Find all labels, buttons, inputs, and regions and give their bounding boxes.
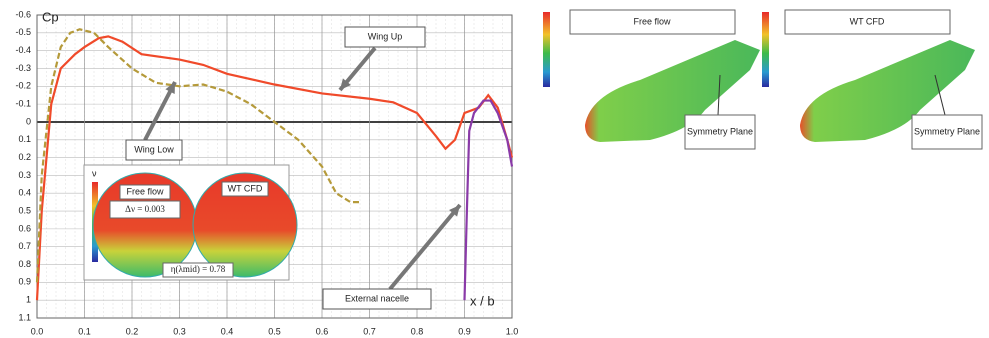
y-tick-label: 1.1: [18, 312, 31, 322]
y-tick-label: 0.2: [18, 152, 31, 162]
series-label: External nacelle: [345, 293, 409, 303]
y-tick-label: -0.6: [15, 9, 31, 19]
inset: ν Free flow WT CFD Δν = 0.003 η(λmid) = …: [84, 165, 297, 280]
inset-eta: η(λmid) = 0.78: [171, 264, 226, 274]
x-tick-label: 0.1: [78, 326, 91, 336]
x-axis-label: x / b: [470, 293, 495, 308]
inset-symbol: ν: [92, 168, 97, 178]
x-tick-label: 1.0: [506, 326, 519, 336]
y-tick-label: 0.3: [18, 170, 31, 180]
x-tick-label: 0.3: [173, 326, 186, 336]
y-tick-label: 0.9: [18, 277, 31, 287]
series-label: Wing Low: [134, 144, 174, 154]
y-tick-label: -0.3: [15, 63, 31, 73]
y-tick-label: -0.5: [15, 27, 31, 37]
panel-note: Symmetry Plane: [914, 126, 980, 136]
y-tick-label: -0.2: [15, 81, 31, 91]
y-tick-label: 0: [26, 116, 31, 126]
x-tick-label: 0.0: [31, 326, 44, 336]
inset-right-label: WT CFD: [228, 183, 263, 193]
y-tick-label: 1: [26, 295, 31, 305]
x-tick-label: 0.8: [411, 326, 424, 336]
inset-delta: Δν = 0.003: [125, 204, 165, 214]
x-tick-label: 0.9: [458, 326, 471, 336]
y-tick-label: -0.1: [15, 98, 31, 108]
panel-note: Symmetry Plane: [687, 126, 753, 136]
panel-title: WT CFD: [850, 16, 885, 26]
panel: WT CFD Symmetry Plane: [762, 10, 982, 149]
x-tick-label: 0.2: [126, 326, 139, 336]
y-tick-label: 0.6: [18, 223, 31, 233]
x-tick-label: 0.5: [268, 326, 281, 336]
figure: -0.6 -0.5 -0.4 -0.3 -0.2 -0.1 0 0.1 0.2 0.3 0.4 0.5…: [0, 0, 989, 338]
colorbar: [762, 12, 769, 87]
panel: Free flow Symmetry Plane: [543, 10, 760, 149]
series-label: Wing Up: [368, 31, 403, 41]
y-tick-label: 0.5: [18, 205, 31, 215]
y-tick-label: 0.1: [18, 134, 31, 144]
x-tick-label: 0.4: [221, 326, 234, 336]
series-line: [465, 101, 513, 301]
x-tick-label: 0.6: [316, 326, 329, 336]
colorbar: [543, 12, 550, 87]
x-tick-label: 0.7: [363, 326, 376, 336]
panel-title: Free flow: [633, 16, 671, 26]
y-tick-label: 0.4: [18, 188, 31, 198]
y-tick-label: -0.4: [15, 45, 31, 55]
y-axis-label: Cp: [42, 9, 59, 24]
y-tick-label: 0.8: [18, 259, 31, 269]
inset-left-label: Free flow: [126, 186, 164, 196]
y-tick-label: 0.7: [18, 241, 31, 251]
